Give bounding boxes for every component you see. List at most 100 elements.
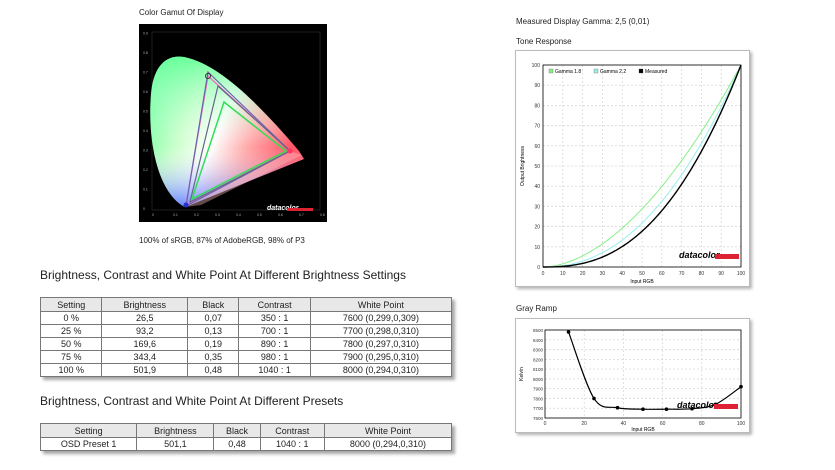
gamut-y-tick: 0.4 [143, 129, 148, 133]
table-row: 50 % 169,6 0,19 890 : 1 7800 (0,297,0,310) [39, 337, 453, 351]
y-tick-label: 20 [534, 225, 540, 231]
tone-response-chart: 0 10 20 30 40 50 60 70 80 90 100 0 10 20 30 40 50 60 70 80 9… [520, 63, 746, 285]
x-tick-label: 60 [659, 271, 665, 277]
table-header-row: Setting Brightness Black Contrast White … [39, 297, 453, 312]
x-tick-label: 90 [718, 271, 724, 277]
gamut-y-tick: 0.8 [143, 51, 148, 55]
gamut-x-tick: 0.1 [173, 213, 178, 217]
x-tick-label: 70 [679, 271, 685, 277]
table-row: 0 % 26,5 0,07 350 : 1 7600 (0,299,0,309) [39, 311, 453, 325]
col-white-point: White Point [323, 423, 453, 438]
x-tick-label: 100 [737, 421, 746, 427]
gray-ramp-point [664, 407, 669, 411]
gamut-y-tick: 0.1 [143, 188, 148, 192]
preset-table-title: Brightness, Contrast and White Point At … [40, 394, 344, 408]
legend-swatch [638, 68, 644, 74]
legend-swatch [548, 68, 554, 74]
table-row: 100 % 501,9 0,48 1040 : 1 8000 (0,294,0,310) [39, 363, 453, 377]
y-tick-label: 40 [534, 184, 540, 190]
blue-primary-marker [183, 202, 189, 208]
gamut-y-tick: 0.3 [143, 149, 148, 153]
legend-label: Gamma 1.8 [555, 69, 581, 75]
gray-ramp-point [615, 405, 620, 410]
y-tick-label: 70 [534, 124, 540, 130]
datacolor-logo: datacolor [677, 400, 718, 410]
y-tick-label: 7800 [533, 396, 544, 401]
red-primary-marker [287, 148, 293, 154]
y-tick-label: 80 [534, 103, 540, 109]
legend-label: Measured [645, 69, 667, 75]
y-tick-label: 8400 [533, 338, 544, 343]
gray-ramp-point [739, 384, 743, 389]
y-tick-label: 8000 [533, 377, 544, 382]
gamut-y-tick: 0.2 [143, 168, 148, 172]
col-black: Black [186, 297, 240, 312]
gamut-y-tick: 0 [143, 207, 145, 211]
y-axis-label: Output Brightness [520, 145, 526, 186]
legend-label: Gamma 2.2 [600, 69, 626, 75]
y-tick-label: 100 [532, 63, 541, 69]
datacolor-logo: datacolor [679, 250, 720, 260]
x-tick-label: 20 [581, 421, 587, 427]
gamut-x-tick: 0 [152, 213, 154, 217]
gamut-x-tick: 0.5 [257, 213, 262, 217]
y-tick-label: 7900 [533, 387, 544, 392]
y-tick-label: 90 [534, 83, 540, 89]
gamut-y-tick: 0.7 [143, 71, 148, 75]
gray-ramp-point [641, 407, 645, 411]
y-tick-label: 8300 [533, 348, 544, 353]
col-brightness: Brightness [136, 423, 215, 438]
gray-ramp-title: Gray Ramp [516, 304, 557, 313]
x-tick-label: 0 [542, 271, 545, 277]
x-tick-label: 20 [580, 271, 586, 277]
gamut-x-ticks: 0 0.1 0.2 0.3 0.4 0.5 0.6 0.7 0.8 [152, 213, 325, 217]
x-tick-label: 10 [560, 271, 566, 277]
gamut-title: Color Gamut Of Display [139, 8, 224, 17]
table-header-row: Setting Brightness Black Contrast White … [39, 423, 453, 438]
y-axis-label: Kelvin [519, 367, 525, 381]
gamut-x-tick: 0.2 [194, 213, 199, 217]
table-row: 25 % 93,2 0,13 700 : 1 7700 (0,298,0,310) [39, 324, 453, 338]
x-tick-label: 50 [639, 271, 645, 277]
table-row: OSD Preset 1 501,1 0,48 1040 : 1 8000 (0,294… [39, 437, 453, 451]
brightness-table: Setting Brightness Black Contrast White … [39, 297, 453, 377]
series-line-2 [543, 64, 742, 268]
y-tick-label: 0 [537, 265, 540, 271]
col-setting: Setting [39, 423, 138, 438]
x-tick-label: 40 [619, 271, 625, 277]
adobergb-triangle [185, 70, 292, 208]
preset-table: Setting Brightness Black Contrast White … [39, 423, 453, 451]
x-tick-label: 100 [737, 271, 746, 277]
tone-response-title: Tone Response [516, 37, 572, 46]
gamut-x-tick: 0.3 [215, 213, 220, 217]
col-contrast: Contrast [238, 297, 311, 312]
y-tick-label: 7700 [533, 406, 544, 411]
x-tick-label: 80 [699, 271, 705, 277]
series-line-1 [542, 64, 742, 268]
table-row: 75 % 343,4 0,35 980 : 1 7900 (0,295,0,310) [39, 350, 453, 364]
x-axis-label: Input RGB [631, 427, 655, 432]
gray-ramp-point [566, 330, 571, 334]
y-tick-label: 8200 [533, 357, 544, 362]
y-tick-label: 7600 [533, 416, 544, 421]
gamut-y-tick: 0.9 [143, 32, 148, 36]
x-axis-label: Input RGB [630, 279, 654, 285]
gamut-x-tick: 0.7 [299, 213, 304, 217]
x-tick-label: 0 [544, 421, 547, 427]
x-tick-label: 80 [699, 421, 705, 427]
col-white-point: White Point [309, 297, 453, 312]
y-tick-label: 8100 [533, 367, 544, 372]
gray-ramp-point [592, 396, 596, 401]
y-tick-label: 8500 [533, 328, 544, 333]
y-tick-label: 10 [534, 245, 540, 251]
col-setting: Setting [39, 297, 103, 312]
x-tick-label: 60 [660, 421, 666, 427]
gamut-y-ticks: 0 0.1 0.2 0.3 0.4 0.5 0.6 0.7 0.8 0.9 [143, 32, 148, 212]
gray-ramp-point [690, 406, 694, 411]
brightness-table-title: Brightness, Contrast and White Point At … [40, 268, 406, 282]
gamut-chart: 0 0.1 0.2 0.3 0.4 0.5 0.6 0.7 0.8 00.10.20.30.40… [139, 24, 327, 222]
measured-gamma-text: Measured Display Gamma: 2,5 (0,01) [516, 17, 650, 26]
x-tick-label: 30 [600, 271, 606, 277]
col-brightness: Brightness [101, 297, 188, 312]
x-tick-label: 40 [621, 421, 627, 427]
